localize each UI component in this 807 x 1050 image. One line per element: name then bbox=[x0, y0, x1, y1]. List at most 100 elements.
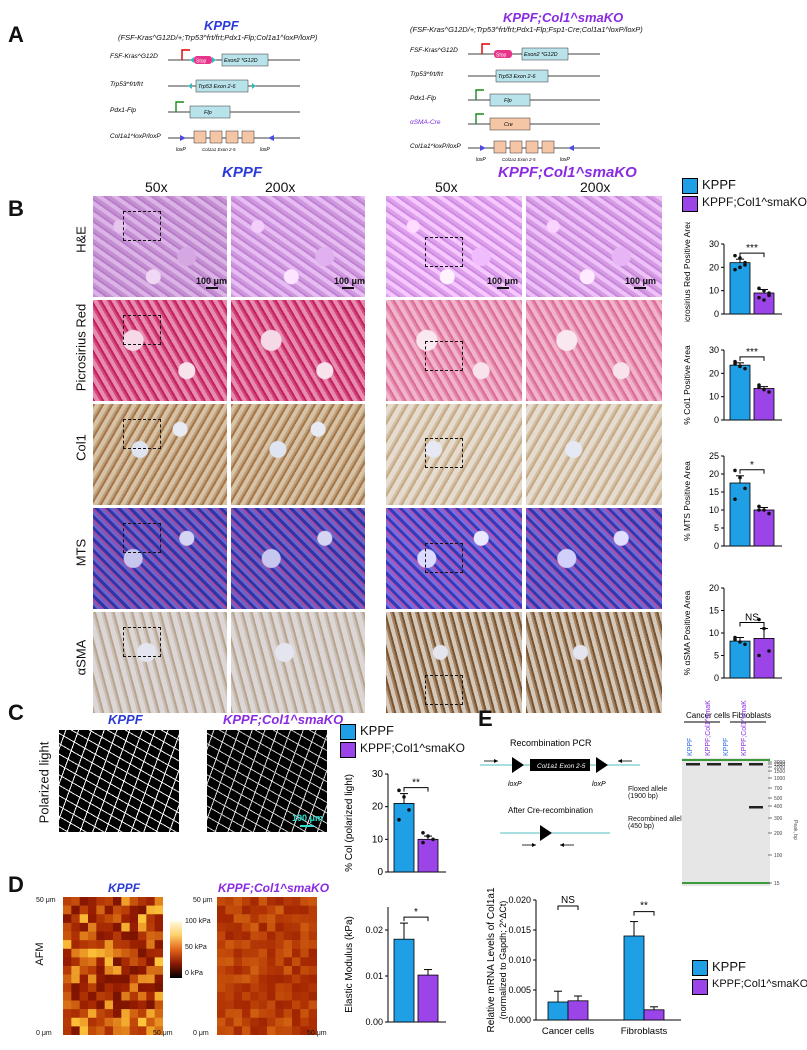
colorbar-label: 0 kPa bbox=[185, 970, 203, 977]
heatmap-cell bbox=[283, 940, 293, 950]
heatmap-cell bbox=[217, 940, 226, 950]
heatmap-cell bbox=[63, 940, 72, 950]
heatmap-cell bbox=[146, 897, 155, 906]
heatmap-cell bbox=[146, 940, 155, 950]
ladder-label: 400 bbox=[774, 804, 783, 810]
heatmap-cell bbox=[104, 905, 114, 915]
bar-cko bbox=[643, 1009, 665, 1021]
heatmap-cell bbox=[308, 905, 317, 915]
scale-bar bbox=[634, 287, 646, 289]
row-label-afm: AFM bbox=[34, 942, 46, 966]
ladder-label: 300 bbox=[774, 816, 783, 822]
heatmap-cell bbox=[146, 1000, 155, 1010]
histology-image bbox=[386, 508, 522, 609]
data-point bbox=[762, 298, 766, 302]
heatmap-cell bbox=[88, 1026, 97, 1035]
heatmap-cell bbox=[308, 914, 317, 924]
gel-header: Fibroblasts bbox=[732, 711, 771, 720]
histology-image bbox=[386, 404, 522, 505]
legend-label-kppf: KPPF bbox=[360, 723, 394, 738]
y-tick-label: 10 bbox=[372, 834, 384, 845]
heatmap-cell bbox=[233, 957, 243, 967]
svg-text:αSMA-Cre: αSMA-Cre bbox=[410, 119, 441, 126]
zoom-box bbox=[425, 341, 463, 371]
heatmap-cell bbox=[242, 991, 251, 1001]
svg-text:Col1a1^loxP/loxP: Col1a1^loxP/loxP bbox=[110, 133, 161, 140]
heatmap-cell bbox=[258, 1000, 268, 1010]
heatmap-cell bbox=[225, 931, 234, 941]
heatmap-cell bbox=[96, 948, 105, 958]
heatmap-cell bbox=[225, 1009, 234, 1019]
heatmap-cell bbox=[63, 931, 72, 941]
bar-kppf bbox=[729, 482, 751, 547]
y-tick-label: 30 bbox=[709, 345, 719, 355]
heatmap-cell bbox=[292, 974, 301, 984]
heatmap-cell bbox=[217, 957, 226, 967]
heatmap-cell bbox=[292, 1026, 301, 1035]
heatmap-cell bbox=[300, 940, 309, 950]
heatmap-cell bbox=[63, 905, 72, 915]
heatmap-cell bbox=[308, 957, 317, 967]
heatmap-cell bbox=[121, 991, 130, 1001]
heatmap-cell bbox=[129, 957, 139, 967]
heatmap-cell bbox=[121, 905, 130, 915]
heatmap-cell bbox=[308, 897, 317, 906]
heatmap-cell bbox=[104, 1000, 114, 1010]
heatmap-cell bbox=[138, 1017, 147, 1027]
heatmap-cell bbox=[96, 905, 105, 915]
data-point bbox=[397, 788, 401, 793]
legend-label-cko: KPPF;Col1^smaKO bbox=[712, 978, 807, 990]
heatmap-cell bbox=[71, 1026, 80, 1035]
heatmap-cell bbox=[283, 991, 293, 1001]
data-point bbox=[733, 637, 737, 642]
scale-bar bbox=[206, 287, 218, 289]
y-axis-label: % Picrosirius Red Positive Area bbox=[682, 222, 692, 322]
colorbar-label: 50 kPa bbox=[185, 944, 207, 951]
row-label-asma: αSMA bbox=[73, 639, 89, 676]
heatmap-cell bbox=[138, 983, 147, 993]
heatmap-cell bbox=[292, 991, 301, 1001]
heatmap-cell bbox=[225, 897, 234, 906]
heatmap-cell bbox=[217, 983, 226, 993]
histology-image bbox=[231, 196, 365, 297]
heatmap-cell bbox=[146, 1009, 155, 1019]
panel-a-kppf-genotype: (FSF-Kras^G12D/+;Trp53^frt/frt;Pdx1-Flp;… bbox=[118, 33, 318, 42]
data-point bbox=[757, 617, 761, 622]
heatmap-cell bbox=[217, 1017, 226, 1027]
heatmap-cell bbox=[129, 1009, 139, 1019]
heatmap-cell bbox=[79, 1009, 89, 1019]
heatmap-cell bbox=[138, 974, 147, 984]
bar-kppf bbox=[393, 803, 415, 873]
heatmap-cell bbox=[113, 957, 122, 967]
heatmap-cell bbox=[217, 948, 226, 958]
zoom-box bbox=[123, 627, 161, 657]
heatmap-cell bbox=[283, 974, 293, 984]
heatmap-cell bbox=[96, 1026, 105, 1035]
heatmap-cell bbox=[121, 914, 130, 924]
heatmap-cell bbox=[308, 974, 317, 984]
y-tick-label: 20 bbox=[709, 262, 719, 272]
heatmap-cell bbox=[217, 974, 226, 984]
ladder-label: 200 bbox=[774, 831, 783, 837]
heatmap-cell bbox=[258, 966, 268, 975]
heatmap-cell bbox=[258, 940, 268, 950]
afm-axis-top: 50 μm bbox=[193, 897, 213, 904]
heatmap-cell bbox=[217, 1026, 226, 1035]
heatmap-cell bbox=[88, 940, 97, 950]
heatmap-cell bbox=[300, 1009, 309, 1019]
heatmap-cell bbox=[267, 966, 276, 975]
heatmap-cell bbox=[300, 1017, 309, 1027]
zoom-box bbox=[425, 438, 463, 468]
heatmap-cell bbox=[217, 1009, 226, 1019]
heatmap-cell bbox=[104, 922, 114, 932]
heatmap-cell bbox=[154, 1017, 163, 1027]
ladder-label: 2000 bbox=[774, 765, 785, 771]
y-axis-label: (normalized to Gapdh; 2^ΔCt) bbox=[498, 901, 508, 1020]
svg-text:Flp: Flp bbox=[204, 110, 212, 116]
significance-label: NS bbox=[561, 895, 575, 906]
heatmap-cell bbox=[79, 1017, 89, 1027]
heatmap-cell bbox=[250, 897, 259, 906]
ladder-unit: Peak, bp bbox=[792, 820, 798, 840]
heatmap-cell bbox=[267, 1000, 276, 1010]
mag-label-50x: 50x bbox=[435, 179, 458, 195]
